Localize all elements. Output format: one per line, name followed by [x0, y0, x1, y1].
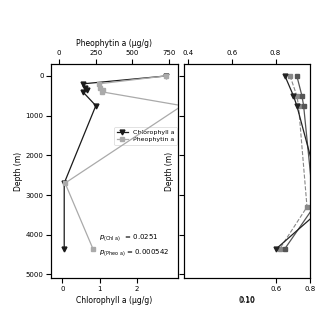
X-axis label: 0.10: 0.10 [239, 296, 256, 305]
Chlorophyll a [84, 88, 88, 92]
Chlorophyll a [94, 104, 98, 108]
Pheophytin a [63, 181, 67, 185]
Pheophytin a [101, 88, 105, 92]
Chlorophyll a [81, 90, 85, 94]
Legend: Chlorophyll a, Pheophytin a: Chlorophyll a, Pheophytin a [114, 127, 177, 145]
X-axis label: Chlorophyll a (μg/g): Chlorophyll a (μg/g) [76, 296, 153, 305]
Y-axis label: Depth (m): Depth (m) [14, 152, 23, 191]
Pheophytin a [100, 90, 104, 94]
Pheophytin a [164, 74, 168, 78]
Pheophytin a [91, 247, 95, 251]
Pheophytin a [97, 82, 100, 86]
Text: $\it{p}$$_{\rm{(Chl\ a)}}$  = 0.0251: $\it{p}$$_{\rm{(Chl\ a)}}$ = 0.0251 [99, 232, 159, 243]
Pheophytin a [180, 104, 184, 108]
Chlorophyll a [83, 86, 87, 90]
Text: 0.10: 0.10 [239, 297, 255, 303]
X-axis label: Pheophytin a (μg/g): Pheophytin a (μg/g) [76, 39, 152, 48]
Text: $\it{p}$$_{\rm{(Pheo\ a)}}$ = 0.000542: $\it{p}$$_{\rm{(Pheo\ a)}}$ = 0.000542 [99, 247, 169, 258]
Y-axis label: Depth (m): Depth (m) [164, 152, 173, 191]
Chlorophyll a [164, 74, 168, 78]
Chlorophyll a [62, 247, 66, 251]
Chlorophyll a [81, 82, 85, 86]
Pheophytin a [98, 86, 102, 90]
Line: Chlorophyll a: Chlorophyll a [62, 74, 169, 251]
Chlorophyll a [62, 181, 66, 185]
Line: Pheophytin a: Pheophytin a [63, 74, 184, 251]
